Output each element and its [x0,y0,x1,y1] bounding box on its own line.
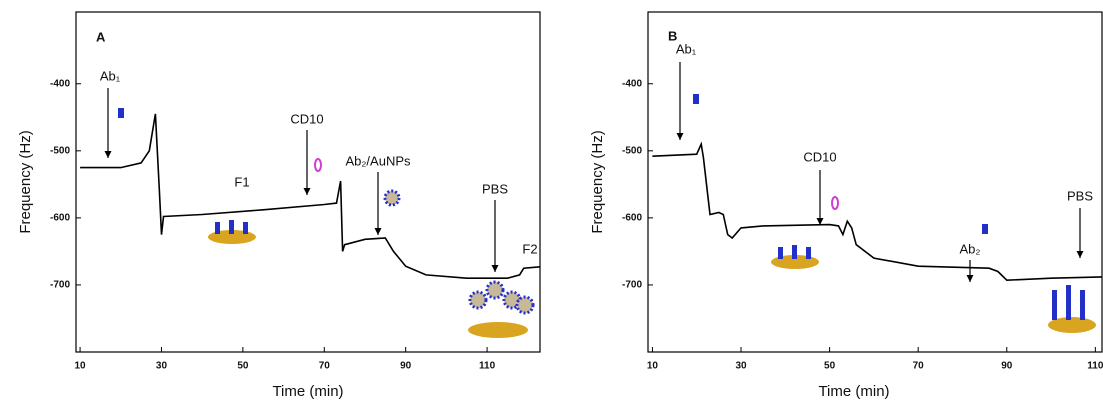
annotation: CD10 [803,149,836,164]
icon-antibodies [215,220,248,234]
icon-cd10 [314,158,322,172]
x-tick-label: 10 [75,361,87,372]
x-tick-label: 70 [319,361,331,372]
icon-sandwich [1052,285,1085,320]
annotation: PBS [482,181,508,196]
icon-surface [1048,317,1096,333]
panel-label: B [668,28,677,43]
x-tick-label: 30 [735,361,747,372]
x-tick-label: 10 [647,361,659,372]
annotation: CD10 [290,111,323,126]
annotation: Ab₂/AuNPs [345,153,411,168]
plot-frame [75,11,541,353]
arrow-head [303,188,311,195]
x-tick-label: 70 [913,361,925,372]
icon-ab [693,94,699,104]
arrow-head [1076,251,1084,258]
y-tick-label: -700 [622,280,642,291]
y-tick-label: -600 [50,213,70,224]
icon-cd10 [831,196,839,210]
data-line [80,113,541,279]
x-tick-label: 50 [237,361,249,372]
x-tick-label: 50 [824,361,836,372]
icon-ab [118,108,124,118]
icon-surface [468,322,528,338]
y-axis-label: Frequency (Hz) [17,130,34,233]
x-tick-label: 90 [400,361,412,372]
plot-frame [647,11,1103,353]
x-tick-label: 90 [1001,361,1013,372]
arrow-head [676,133,684,140]
annotation: F2 [522,241,537,256]
arrow-head [104,151,112,158]
x-axis-label: Time (min) [272,383,343,400]
panel-label: A [96,29,106,44]
y-tick-label: -500 [622,145,642,156]
icon-ab [982,224,988,234]
x-tick-label: 110 [479,361,496,372]
y-tick-label: -500 [50,145,70,156]
annotation: Ab₁ [100,68,121,83]
data-line [652,141,1103,282]
y-tick-label: -400 [622,78,642,89]
arrow-head [374,228,382,235]
x-tick-label: 30 [156,361,168,372]
annotation: F1 [234,174,249,189]
annotation: Ab₁ [676,41,697,56]
icon-antibodies [778,245,811,259]
y-axis-label: Frequency (Hz) [589,130,606,233]
x-tick-label: 110 [1087,361,1103,372]
icon-aunps [468,280,535,315]
x-axis-label: Time (min) [818,383,889,400]
arrow-head [491,265,499,272]
annotation: Ab₂ [960,241,981,256]
icons [118,94,1096,338]
y-tick-label: -600 [622,213,642,224]
arrow-head [816,218,824,225]
annotation: PBS [1067,188,1093,203]
y-tick-label: -400 [50,78,70,89]
arrow-head [966,275,974,282]
icon-aunp [383,189,401,207]
y-tick-label: -700 [50,280,70,291]
